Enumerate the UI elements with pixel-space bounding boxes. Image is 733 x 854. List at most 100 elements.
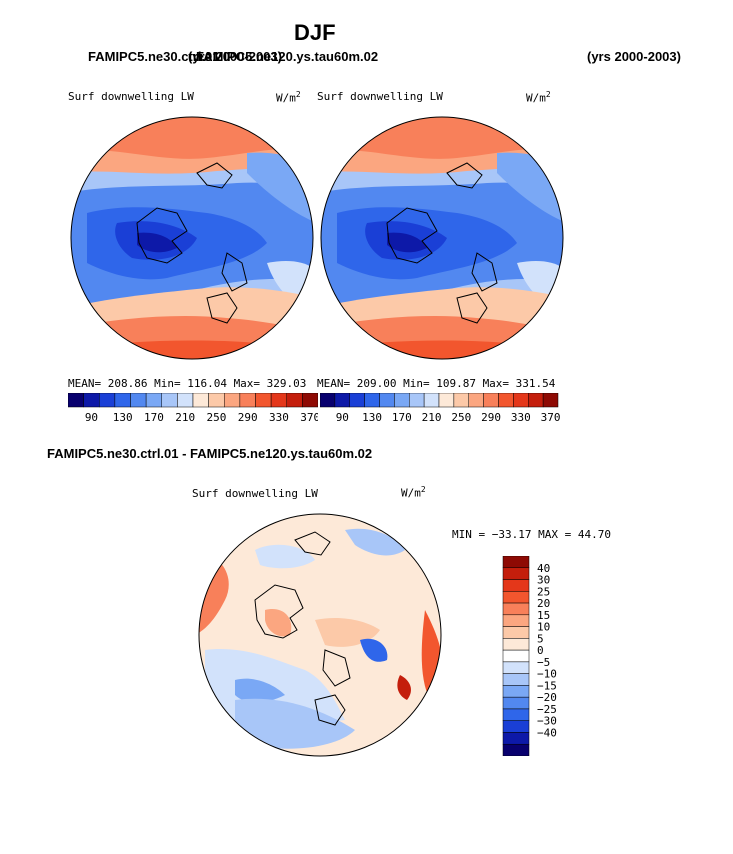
panel3-variable: Surf downwelling LW xyxy=(192,487,318,500)
colorbar-swatch xyxy=(68,393,84,408)
colorbar-swatch xyxy=(270,393,287,408)
panel3-difference-map xyxy=(198,513,442,757)
colorbar-swatch xyxy=(502,556,530,569)
colorbar-swatch xyxy=(502,649,530,663)
colorbar-swatch xyxy=(255,393,272,408)
colorbar-label: 5 xyxy=(537,632,544,645)
page-title: DJF xyxy=(294,20,336,45)
colorbar-label: 330 xyxy=(511,411,531,424)
panel1-polar-map xyxy=(70,116,314,360)
panel1-units: W/m2 xyxy=(276,90,301,105)
colorbar-swatch xyxy=(502,732,530,745)
colorbar-label: 330 xyxy=(269,411,289,424)
colorbar-swatch xyxy=(302,393,318,408)
colorbar-label: −20 xyxy=(537,691,557,704)
colorbar-label: 90 xyxy=(336,411,349,424)
colorbar-label: 250 xyxy=(451,411,471,424)
panel2-polar-map xyxy=(320,116,564,360)
colorbar-label: 30 xyxy=(537,574,550,587)
colorbar-swatch xyxy=(502,708,530,721)
colorbar-swatch xyxy=(177,393,194,408)
colorbar-swatch xyxy=(542,393,559,408)
colorbar-swatch xyxy=(502,743,530,756)
colorbar-swatch xyxy=(145,393,162,408)
colorbar-swatch xyxy=(224,393,241,408)
colorbar-label: 15 xyxy=(537,609,550,622)
colorbar-swatch xyxy=(483,393,499,408)
colorbar-swatch xyxy=(114,393,131,408)
years-header-left: (yrs 2000-2003) xyxy=(188,49,282,64)
colorbar-swatch xyxy=(409,393,425,408)
colorbar-swatch xyxy=(239,393,256,408)
colorbar-swatch xyxy=(502,591,530,604)
colorbar-swatch xyxy=(528,393,544,408)
panel1-variable: Surf downwelling LW xyxy=(68,90,194,103)
colorbar-swatch xyxy=(502,696,530,710)
colorbar-swatch xyxy=(192,393,209,408)
colorbar-label: 290 xyxy=(481,411,501,424)
colorbar-swatch xyxy=(502,614,530,627)
colorbar-label: 90 xyxy=(85,411,98,424)
colorbar-swatch xyxy=(502,638,530,651)
colorbar-label: 370 xyxy=(300,411,318,424)
colorbar-label: 210 xyxy=(175,411,195,424)
colorbar-swatch xyxy=(286,393,303,408)
colorbar-swatch xyxy=(502,626,530,639)
colorbar-label: 10 xyxy=(537,621,550,634)
colorbar-label: −40 xyxy=(537,726,557,739)
panel2-variable: Surf downwelling LW xyxy=(317,90,443,103)
colorbar-swatch xyxy=(320,393,336,408)
years-header-right: (yrs 2000-2003) xyxy=(587,49,681,64)
colorbar-label: 130 xyxy=(362,411,382,424)
colorbar-label: 20 xyxy=(537,597,550,610)
panel2-units: W/m2 xyxy=(526,90,551,105)
panel1-colorbar: 90 130 170 210 250 290 330 370 xyxy=(68,393,318,424)
colorbar-swatch xyxy=(161,393,178,408)
colorbar-label: −30 xyxy=(537,715,557,728)
panel1-stats: MEAN= 208.86 Min= 116.04 Max= 329.03 xyxy=(68,377,307,390)
colorbar-label: −5 xyxy=(537,656,550,669)
colorbar-label: 370 xyxy=(541,411,560,424)
colorbar-swatch xyxy=(502,579,530,592)
panel2-stats: MEAN= 209.00 Min= 109.87 Max= 331.54 xyxy=(317,377,556,390)
colorbar-swatch xyxy=(438,393,455,408)
panel3-units: W/m2 xyxy=(401,485,426,500)
colorbar-label: 250 xyxy=(207,411,227,424)
colorbar-swatch xyxy=(453,393,469,408)
colorbar-swatch xyxy=(423,393,440,408)
colorbar-swatch xyxy=(130,393,147,408)
panel3-stats: MIN = −33.17 MAX = 44.70 xyxy=(452,528,611,541)
colorbar-label: −15 xyxy=(537,679,557,692)
colorbar-swatch xyxy=(502,661,530,674)
colorbar-swatch xyxy=(502,567,530,580)
difference-header: FAMIPC5.ne30.ctrl.01 - FAMIPC5.ne120.ys.… xyxy=(47,446,373,461)
colorbar-label: 210 xyxy=(422,411,442,424)
colorbar-swatch xyxy=(468,393,484,408)
colorbar-label: 290 xyxy=(238,411,258,424)
colorbar-label: 25 xyxy=(537,585,550,598)
case-header-left: FAMIPC5.ne30.ctrl.01 xyxy=(88,49,220,64)
colorbar-swatch xyxy=(513,393,529,408)
colorbar-swatch xyxy=(502,673,530,686)
colorbar-label: 40 xyxy=(537,562,550,575)
colorbar-swatch xyxy=(502,685,530,698)
colorbar-swatch xyxy=(99,393,116,408)
colorbar-label: 170 xyxy=(392,411,412,424)
colorbar-swatch xyxy=(498,393,514,408)
colorbar-swatch xyxy=(502,602,530,616)
colorbar-label: 130 xyxy=(113,411,133,424)
colorbar-label: 0 xyxy=(537,644,544,657)
case-header-right: FAMIPC5.ne120.ys.tau60m.02 xyxy=(196,49,379,64)
colorbar-swatch xyxy=(334,393,350,408)
colorbar-swatch xyxy=(364,393,380,408)
colorbar-swatch xyxy=(349,393,365,408)
colorbar-swatch xyxy=(83,393,100,408)
colorbar-swatch xyxy=(379,393,395,408)
colorbar-swatch xyxy=(394,393,410,408)
panel2-colorbar: 90 130 170 210 250 290 330 370 xyxy=(320,393,560,424)
colorbar-label: 170 xyxy=(144,411,164,424)
colorbar-swatch xyxy=(208,393,225,408)
colorbar-label: −10 xyxy=(537,668,557,681)
colorbar-swatch xyxy=(502,720,530,733)
